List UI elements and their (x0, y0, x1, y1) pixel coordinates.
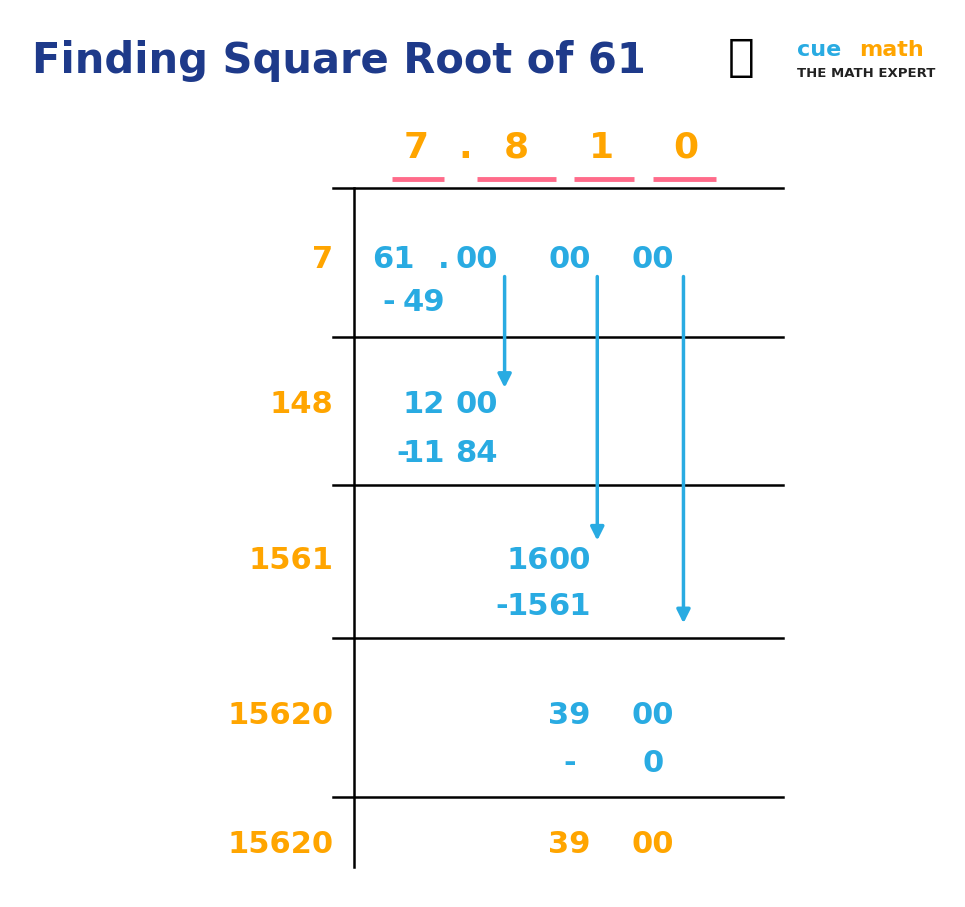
Text: 61: 61 (548, 591, 591, 620)
Text: 00: 00 (455, 391, 498, 419)
Text: math: math (860, 40, 924, 60)
Text: 15: 15 (507, 591, 549, 620)
Text: 12: 12 (402, 391, 445, 419)
Text: 0: 0 (643, 749, 664, 778)
Text: 7: 7 (404, 131, 429, 165)
Text: 🚀: 🚀 (728, 35, 755, 79)
Text: cue: cue (796, 40, 841, 60)
Text: 49: 49 (402, 288, 445, 317)
Text: 00: 00 (632, 245, 675, 274)
Text: THE MATH EXPERT: THE MATH EXPERT (796, 67, 935, 80)
Text: .: . (437, 245, 450, 274)
Text: 16: 16 (507, 546, 549, 575)
Text: 8: 8 (504, 131, 529, 165)
Text: 148: 148 (269, 391, 333, 419)
Text: -: - (397, 439, 409, 468)
Text: 0: 0 (673, 131, 698, 165)
Text: Finding Square Root of 61: Finding Square Root of 61 (32, 40, 646, 83)
Text: 39: 39 (548, 830, 591, 859)
Text: -: - (564, 749, 576, 778)
Text: 00: 00 (455, 245, 498, 274)
Text: .: . (458, 131, 472, 165)
Text: 84: 84 (455, 439, 498, 468)
Text: 11: 11 (402, 439, 445, 468)
Text: 7: 7 (312, 245, 333, 274)
Text: -: - (382, 288, 395, 317)
Text: 15620: 15620 (227, 830, 333, 859)
Text: 00: 00 (548, 546, 591, 575)
Text: 15620: 15620 (227, 701, 333, 730)
Text: 61: 61 (372, 245, 415, 274)
Text: 39: 39 (548, 701, 591, 730)
Text: 00: 00 (632, 830, 675, 859)
Text: 00: 00 (548, 245, 591, 274)
Text: 00: 00 (632, 701, 675, 730)
Text: 1: 1 (590, 131, 615, 165)
Text: 1561: 1561 (248, 546, 333, 575)
Text: -: - (495, 591, 509, 620)
